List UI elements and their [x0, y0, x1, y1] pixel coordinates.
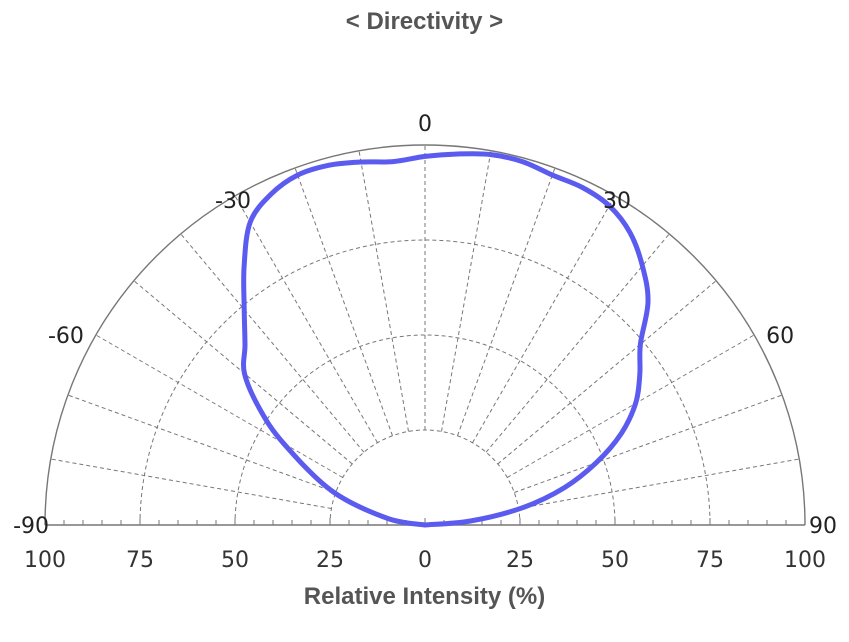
radial-tick-label: 0 [418, 548, 432, 573]
radial-tick-label: 25 [316, 548, 344, 573]
outer-arc [44, 144, 806, 526]
angle-spoke [358, 150, 409, 432]
angle-spoke [234, 195, 378, 443]
angle-label: -90 [13, 514, 49, 539]
radial-tick-label: 75 [696, 548, 724, 573]
angle-label: -60 [48, 324, 84, 349]
angle-spoke [497, 280, 717, 465]
angle-spoke [514, 394, 783, 493]
radial-tick-label: 50 [221, 548, 249, 573]
angle-spoke [441, 150, 492, 432]
radial-tick-label: 100 [784, 548, 826, 573]
angle-spoke [485, 233, 670, 453]
chart-title: < Directivity > [345, 8, 504, 35]
polar-grid [50, 145, 800, 526]
angle-label: -30 [215, 189, 251, 214]
angle-spoke [294, 167, 393, 436]
angle-label: 0 [418, 112, 432, 137]
angle-spoke [67, 394, 336, 493]
angle-spoke [472, 195, 616, 443]
series-layer [241, 151, 651, 528]
radial-tick-label: 25 [506, 548, 534, 573]
radial-tick-label: 100 [24, 548, 66, 573]
axis-ticks [44, 518, 806, 525]
radial-gridline [234, 334, 616, 526]
x-axis-label: Relative Intensity (%) [303, 583, 546, 610]
angle-spoke [507, 334, 755, 478]
radial-tick-label: 50 [601, 548, 629, 573]
radial-gridline [329, 429, 521, 526]
angle-spoke [50, 458, 332, 509]
angle-spoke [457, 167, 556, 436]
angle-label: 60 [766, 324, 794, 349]
angle-spoke [180, 233, 365, 453]
angle-spoke [518, 458, 800, 509]
angle-spoke [95, 334, 343, 478]
radial-tick-label: 75 [126, 548, 154, 573]
directivity-series-line [241, 151, 651, 528]
angle-label: 30 [603, 189, 631, 214]
angle-label: 90 [809, 514, 837, 539]
axis-labels: 100 75 50 25 0 25 50 75 100 -90 -60 -30 0 30 60 90 [13, 112, 837, 573]
